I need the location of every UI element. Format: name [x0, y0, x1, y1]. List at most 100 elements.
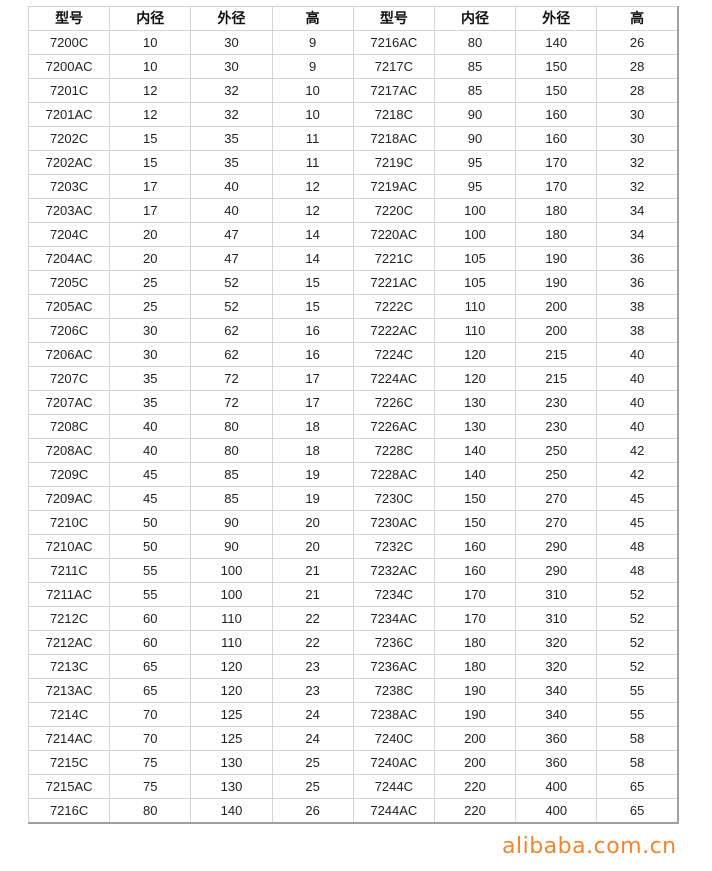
table-cell: 215: [515, 366, 598, 391]
table-cell: 220: [433, 798, 517, 824]
table-cell: 400: [515, 774, 598, 799]
table-row: 7207C 35 72 17 7224AC 120 215 40: [27, 366, 679, 391]
table-cell: 7221AC: [352, 270, 435, 295]
table-cell: 7220C: [352, 198, 435, 223]
table-cell: 45: [109, 462, 192, 487]
table-cell: 25: [271, 774, 354, 799]
table-cell: 26: [596, 30, 679, 55]
table-cell: 85: [190, 462, 273, 487]
table-cell: 120: [433, 366, 517, 391]
header-row: 型号 内径 外径高型号 内径 外径高: [27, 6, 679, 31]
table-cell: 190: [515, 270, 598, 295]
table-cell: 220: [433, 774, 517, 799]
table-cell: 45: [109, 486, 192, 511]
table-cell: 7214C: [27, 702, 111, 727]
table-cell: 110: [433, 294, 517, 319]
table-cell: 7217AC: [352, 78, 435, 103]
table-cell: 17: [271, 366, 354, 391]
table-cell: 25: [109, 294, 192, 319]
table-cell: 55: [596, 678, 679, 703]
table-cell: 55: [109, 558, 192, 583]
table-cell: 60: [109, 630, 192, 655]
table-cell: 58: [596, 750, 679, 775]
table-cell: 340: [515, 702, 598, 727]
table-cell: 7232AC: [352, 558, 435, 583]
table-cell: 17: [271, 390, 354, 415]
table-row: 7212AC 60 110 22 7236C 180 320 52: [27, 630, 679, 655]
table-cell: 75: [109, 750, 192, 775]
table-cell: 42: [596, 462, 679, 487]
table-cell: 180: [433, 630, 517, 655]
table-cell: 48: [596, 534, 679, 559]
table-cell: 7244C: [352, 774, 435, 799]
table-cell: 320: [515, 630, 598, 655]
table-cell: 310: [515, 606, 598, 631]
table-cell: 30: [190, 30, 273, 55]
table-cell: 160: [515, 102, 598, 127]
table-cell: 7203C: [27, 174, 111, 199]
table-cell: 215: [515, 342, 598, 367]
table-cell: 62: [190, 342, 273, 367]
table-cell: 7202C: [27, 126, 111, 151]
table-cell: 52: [596, 606, 679, 631]
table-cell: 10: [109, 54, 192, 79]
column-header: 内径: [433, 6, 517, 31]
table-cell: 21: [271, 582, 354, 607]
column-header: 高: [271, 6, 354, 31]
table-cell: 270: [515, 510, 598, 535]
table-row: 7210AC 50 90 20 7232C 160 290 48: [27, 534, 679, 559]
table-cell: 290: [515, 534, 598, 559]
table-cell: 180: [515, 222, 598, 247]
table-cell: 230: [515, 414, 598, 439]
table-cell: 18: [271, 414, 354, 439]
table-row: 7216C 80 140 26 7244AC 220 400 65: [27, 798, 679, 824]
table-cell: 12: [109, 102, 192, 127]
table-cell: 7219C: [352, 150, 435, 175]
table-cell: 35: [190, 150, 273, 175]
table-cell: 7208C: [27, 414, 111, 439]
table-cell: 21: [271, 558, 354, 583]
table-cell: 38: [596, 294, 679, 319]
table-cell: 7230AC: [352, 510, 435, 535]
column-header: 型号: [27, 6, 111, 31]
table-cell: 150: [433, 510, 517, 535]
table-cell: 170: [433, 582, 517, 607]
table-cell: 14: [271, 246, 354, 271]
table-cell: 80: [433, 30, 517, 55]
table-cell: 7200C: [27, 30, 111, 55]
table-cell: 11: [271, 126, 354, 151]
table-cell: 28: [596, 54, 679, 79]
table-cell: 58: [596, 726, 679, 751]
table-cell: 340: [515, 678, 598, 703]
table-cell: 120: [433, 342, 517, 367]
table-cell: 20: [109, 222, 192, 247]
table-cell: 16: [271, 318, 354, 343]
table-row: 7206AC 30 62 16 7224C 120 215 40: [27, 342, 679, 367]
table-cell: 200: [433, 726, 517, 751]
table-cell: 100: [190, 582, 273, 607]
table-cell: 200: [433, 750, 517, 775]
table-cell: 230: [515, 390, 598, 415]
table-cell: 35: [109, 390, 192, 415]
table-cell: 125: [190, 726, 273, 751]
column-header: 外径: [190, 6, 273, 31]
table-cell: 45: [596, 486, 679, 511]
table-cell: 7200AC: [27, 54, 111, 79]
table-cell: 40: [596, 366, 679, 391]
table-cell: 52: [190, 294, 273, 319]
table-cell: 110: [190, 630, 273, 655]
table-cell: 24: [271, 702, 354, 727]
table-row: 7211C 55 100 21 7232AC 160 290 48: [27, 558, 679, 583]
column-header: 型号: [352, 6, 435, 31]
table-cell: 15: [109, 126, 192, 151]
table-cell: 130: [190, 750, 273, 775]
table-cell: 7215C: [27, 750, 111, 775]
table-cell: 7208AC: [27, 438, 111, 463]
table-cell: 90: [433, 126, 517, 151]
table-row: 7208C 40 80 18 7226AC 130 230 40: [27, 414, 679, 439]
table-cell: 170: [515, 150, 598, 175]
table-cell: 80: [109, 798, 192, 824]
table-cell: 23: [271, 654, 354, 679]
table-cell: 15: [109, 150, 192, 175]
table-cell: 170: [433, 606, 517, 631]
